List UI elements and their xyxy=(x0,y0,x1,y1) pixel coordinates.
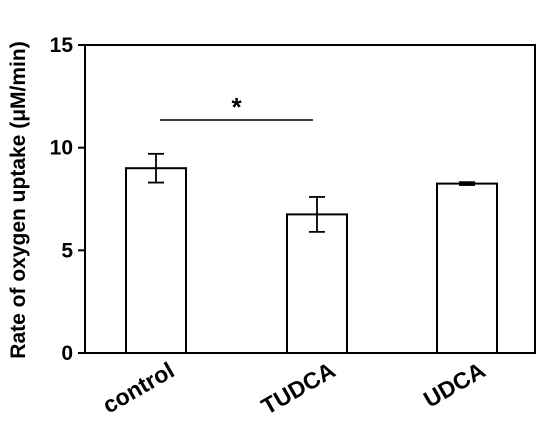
bars-layer xyxy=(125,152,498,354)
x-tick-label: control xyxy=(98,357,179,418)
y-tick-label: 5 xyxy=(61,239,73,262)
y-tick-label: 15 xyxy=(50,34,74,57)
x-tick-label: UDCA xyxy=(419,357,490,413)
bar-udca xyxy=(436,182,498,354)
labels-layer: 0 5 10 15 control TUDCA UDCA * xyxy=(50,34,490,420)
y-tick-label: 10 xyxy=(50,137,73,160)
y-axis-title: Rate of oxygen uptake (μM/min) xyxy=(7,41,30,358)
y-tick-label: 0 xyxy=(61,342,73,365)
x-tick-label: TUDCA xyxy=(257,357,340,420)
bar-control xyxy=(125,167,187,354)
bar-tudca xyxy=(286,213,348,354)
significance-marker: * xyxy=(231,92,242,122)
